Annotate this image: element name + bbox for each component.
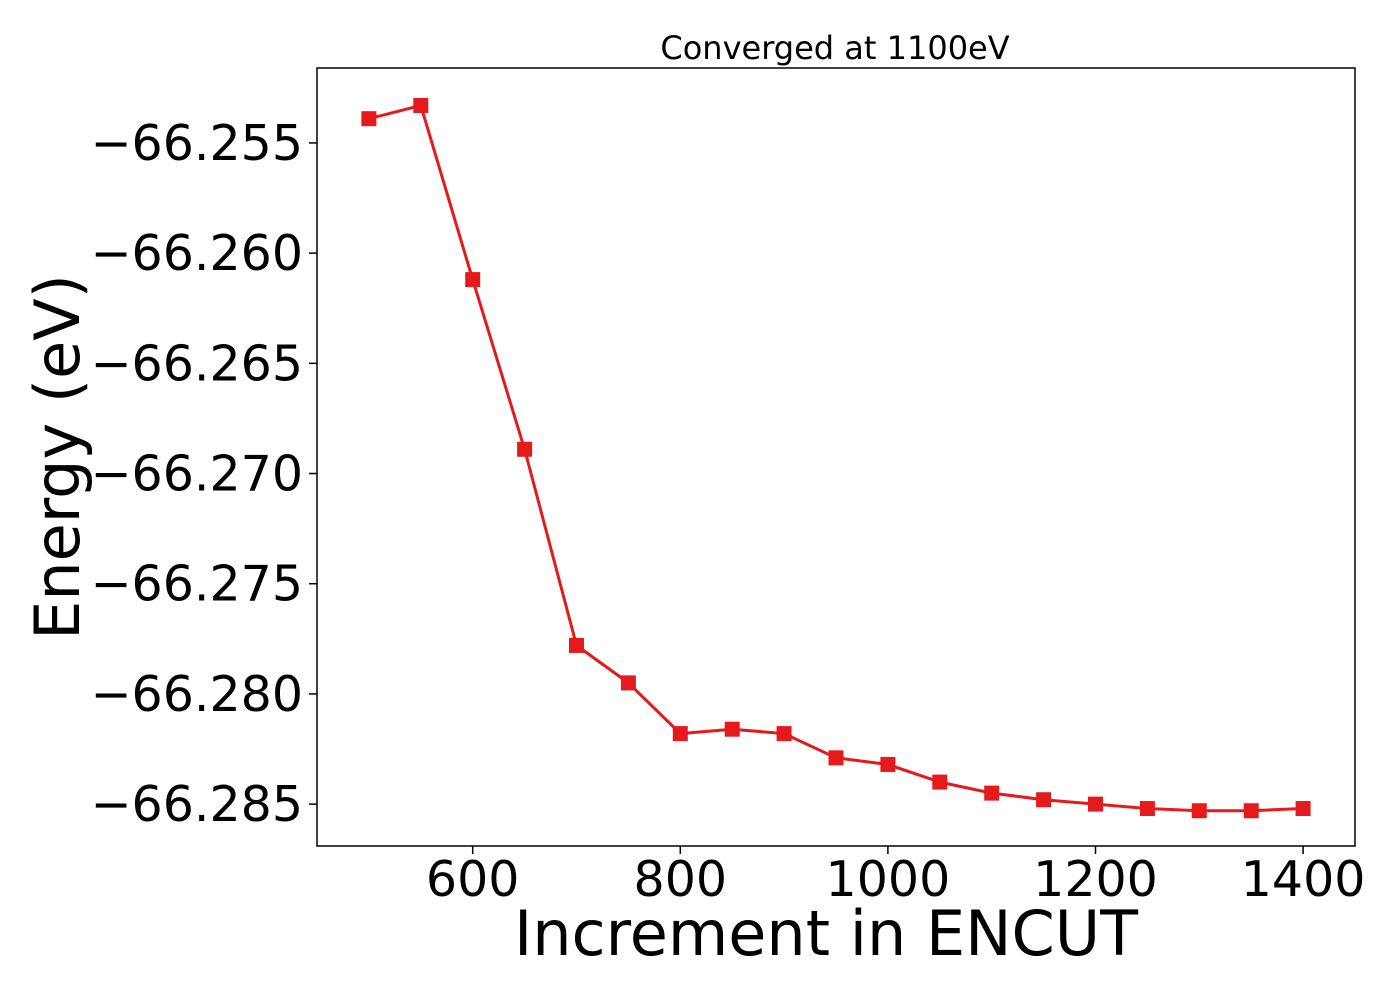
chart-title: Converged at 1100eV bbox=[660, 29, 1009, 67]
data-point-marker bbox=[1036, 792, 1052, 808]
series-layer bbox=[361, 97, 1311, 819]
data-point-marker bbox=[517, 441, 533, 457]
data-point-marker bbox=[620, 675, 636, 691]
data-point-marker bbox=[569, 637, 584, 653]
data-point-marker bbox=[1295, 801, 1311, 817]
x-tick-label: 600 bbox=[426, 851, 520, 908]
y-tick-label: −66.260 bbox=[90, 225, 303, 282]
data-point-marker bbox=[776, 726, 792, 742]
data-point-marker bbox=[932, 774, 948, 790]
y-axis-label: Energy (eV) bbox=[21, 274, 94, 640]
y-tick-label: −66.285 bbox=[90, 776, 303, 833]
data-point-marker bbox=[1139, 801, 1155, 817]
x-axis-ticks: 600 800 1000 1200 1400 bbox=[426, 846, 1366, 908]
data-point-marker bbox=[672, 726, 688, 742]
x-axis-label: Increment in ENCUT bbox=[514, 897, 1139, 970]
data-point-marker bbox=[465, 272, 481, 288]
y-tick-label: −66.270 bbox=[90, 446, 303, 503]
data-point-marker bbox=[1243, 803, 1259, 819]
y-tick-label: −66.280 bbox=[90, 666, 303, 723]
data-point-marker bbox=[880, 756, 896, 772]
data-point-marker bbox=[828, 750, 844, 766]
data-point-marker bbox=[361, 111, 377, 127]
x-tick-label: 1400 bbox=[1241, 851, 1366, 908]
data-point-marker bbox=[1191, 803, 1207, 819]
y-tick-label: −66.265 bbox=[90, 335, 303, 392]
y-axis-ticks: −66.255 −66.260 −66.265 −66.270 −66.275 −66.2… bbox=[90, 115, 317, 833]
data-point-marker bbox=[1088, 796, 1103, 812]
data-point-marker bbox=[724, 721, 740, 737]
y-tick-label: −66.275 bbox=[90, 556, 303, 613]
x-tick-label: 800 bbox=[634, 851, 728, 908]
x-tick-label: 1200 bbox=[1033, 851, 1158, 908]
x-tick-label: 1000 bbox=[826, 851, 951, 908]
plot-frame bbox=[316, 67, 1356, 847]
data-point-marker bbox=[413, 97, 429, 113]
y-tick-label: −66.255 bbox=[90, 115, 303, 172]
data-point-marker bbox=[984, 785, 1000, 801]
